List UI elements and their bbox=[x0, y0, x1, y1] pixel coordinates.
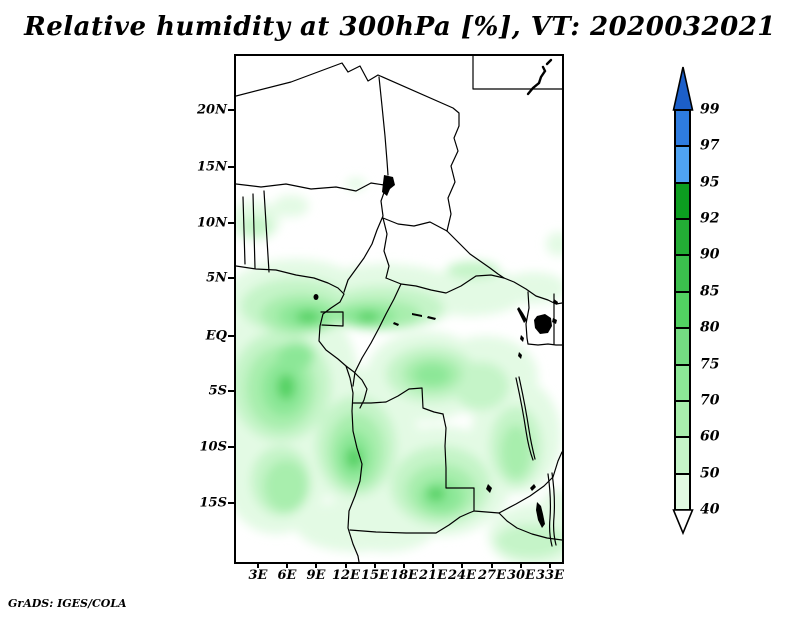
colorbar-segment bbox=[676, 182, 689, 220]
lon-tick-mark bbox=[432, 562, 434, 568]
colorbar-divider bbox=[674, 436, 691, 439]
map-frame bbox=[234, 54, 564, 564]
lat-tick-label: 15N bbox=[197, 159, 227, 175]
lat-tick-label: 20N bbox=[197, 102, 227, 118]
colorbar-segment bbox=[676, 328, 689, 365]
lon-tick-label: 12E bbox=[332, 568, 360, 583]
colorbar-segment bbox=[676, 291, 689, 329]
colorbar-tick-label: 40 bbox=[700, 501, 720, 518]
lat-tick-label: EQ bbox=[205, 328, 227, 344]
lat-tick-mark bbox=[228, 446, 235, 448]
lon-tick-mark bbox=[403, 562, 405, 568]
colorbar-tick-label: 75 bbox=[700, 356, 720, 373]
lon-tick-label: 18E bbox=[390, 568, 418, 583]
lake-kivu bbox=[518, 352, 522, 359]
colorbar-tick-label: 90 bbox=[700, 247, 720, 264]
map-canvas bbox=[236, 56, 562, 562]
lon-tick-mark bbox=[257, 562, 259, 568]
colorbar-tick-label: 85 bbox=[700, 283, 720, 300]
lat-tick-mark bbox=[228, 166, 235, 168]
lakes bbox=[313, 175, 558, 528]
colorbar-tick-label: 60 bbox=[700, 428, 720, 445]
colorbar-tick-label: 99 bbox=[700, 101, 720, 118]
lat-tick-mark bbox=[228, 502, 235, 504]
lon-tick-mark bbox=[315, 562, 317, 568]
colorbar-tick-label: 50 bbox=[700, 465, 720, 482]
lat-tick-label: 15S bbox=[199, 495, 227, 511]
lat-tick-label: 10N bbox=[197, 215, 227, 231]
colorbar-divider bbox=[674, 181, 691, 184]
colorbar-divider bbox=[674, 145, 691, 148]
colorbar-tick-label: 97 bbox=[700, 138, 720, 155]
colorbar-divider bbox=[674, 254, 691, 257]
colorbar-tick-label: 92 bbox=[700, 210, 720, 227]
lon-tick-mark bbox=[374, 562, 376, 568]
lon-tick-label: 30E bbox=[507, 568, 535, 583]
lat-tick-mark bbox=[228, 390, 235, 392]
lake-victoria bbox=[534, 314, 552, 334]
colorbar-divider bbox=[674, 327, 691, 330]
lake-malawi bbox=[536, 502, 545, 528]
humidity-shading bbox=[236, 178, 562, 562]
grads-credit: GrADS: IGES/COLA bbox=[8, 597, 127, 610]
colorbar-divider bbox=[674, 290, 691, 293]
colorbar-segment bbox=[676, 437, 689, 474]
lon-tick-label: 15E bbox=[361, 568, 389, 583]
lon-tick-mark bbox=[345, 562, 347, 568]
colorbar-arrow-up-icon bbox=[672, 66, 694, 111]
bioko-island bbox=[313, 294, 319, 300]
colorbar-divider bbox=[674, 363, 691, 366]
plot-title: Relative humidity at 300hPa [%], VT: 202… bbox=[24, 12, 776, 42]
lon-tick-label: 27E bbox=[478, 568, 506, 583]
lat-tick-mark bbox=[228, 277, 235, 279]
lon-tick-mark bbox=[286, 562, 288, 568]
lon-tick-label: 21E bbox=[419, 568, 447, 583]
colorbar-arrow-down-icon bbox=[672, 509, 694, 536]
lake-mweru bbox=[486, 484, 492, 493]
colorbar-segment bbox=[676, 146, 689, 183]
country-borders bbox=[236, 56, 562, 562]
nile-river bbox=[526, 58, 553, 96]
colorbar-body bbox=[674, 109, 691, 511]
lon-tick-mark bbox=[549, 562, 551, 568]
lake-rukwa bbox=[530, 484, 536, 491]
colorbar-tick-label: 80 bbox=[700, 319, 720, 336]
lat-tick-mark bbox=[228, 222, 235, 224]
lon-tick-mark bbox=[491, 562, 493, 568]
colorbar-divider bbox=[674, 472, 691, 475]
colorbar-divider bbox=[674, 399, 691, 402]
colorbar-segment bbox=[676, 110, 689, 147]
lake-edward bbox=[520, 335, 524, 342]
colorbar-segment bbox=[676, 219, 689, 256]
colorbar-segment bbox=[676, 255, 689, 292]
colorbar-tick-label: 95 bbox=[700, 174, 720, 191]
lon-tick-mark bbox=[520, 562, 522, 568]
lake-albert bbox=[517, 307, 527, 323]
colorbar-segment bbox=[676, 364, 689, 401]
lon-tick-label: 6E bbox=[277, 568, 297, 583]
lat-tick-label: 10S bbox=[199, 439, 227, 455]
colorbar-segment bbox=[676, 473, 689, 510]
lon-tick-label: 24E bbox=[448, 568, 476, 583]
lake-chad bbox=[382, 175, 395, 196]
lat-tick-mark bbox=[228, 335, 235, 337]
lon-tick-label: 9E bbox=[306, 568, 326, 583]
lon-tick-mark bbox=[461, 562, 463, 568]
lat-tick-mark bbox=[228, 109, 235, 111]
lat-tick-label: 5S bbox=[208, 383, 227, 399]
colorbar-divider bbox=[674, 218, 691, 221]
colorbar-divider bbox=[674, 109, 691, 111]
lat-tick-label: 5N bbox=[206, 270, 227, 286]
colorbar-tick-label: 70 bbox=[700, 392, 720, 409]
lon-tick-label: 33E bbox=[536, 568, 564, 583]
lon-tick-label: 3E bbox=[248, 568, 268, 583]
colorbar-segment bbox=[676, 400, 689, 438]
